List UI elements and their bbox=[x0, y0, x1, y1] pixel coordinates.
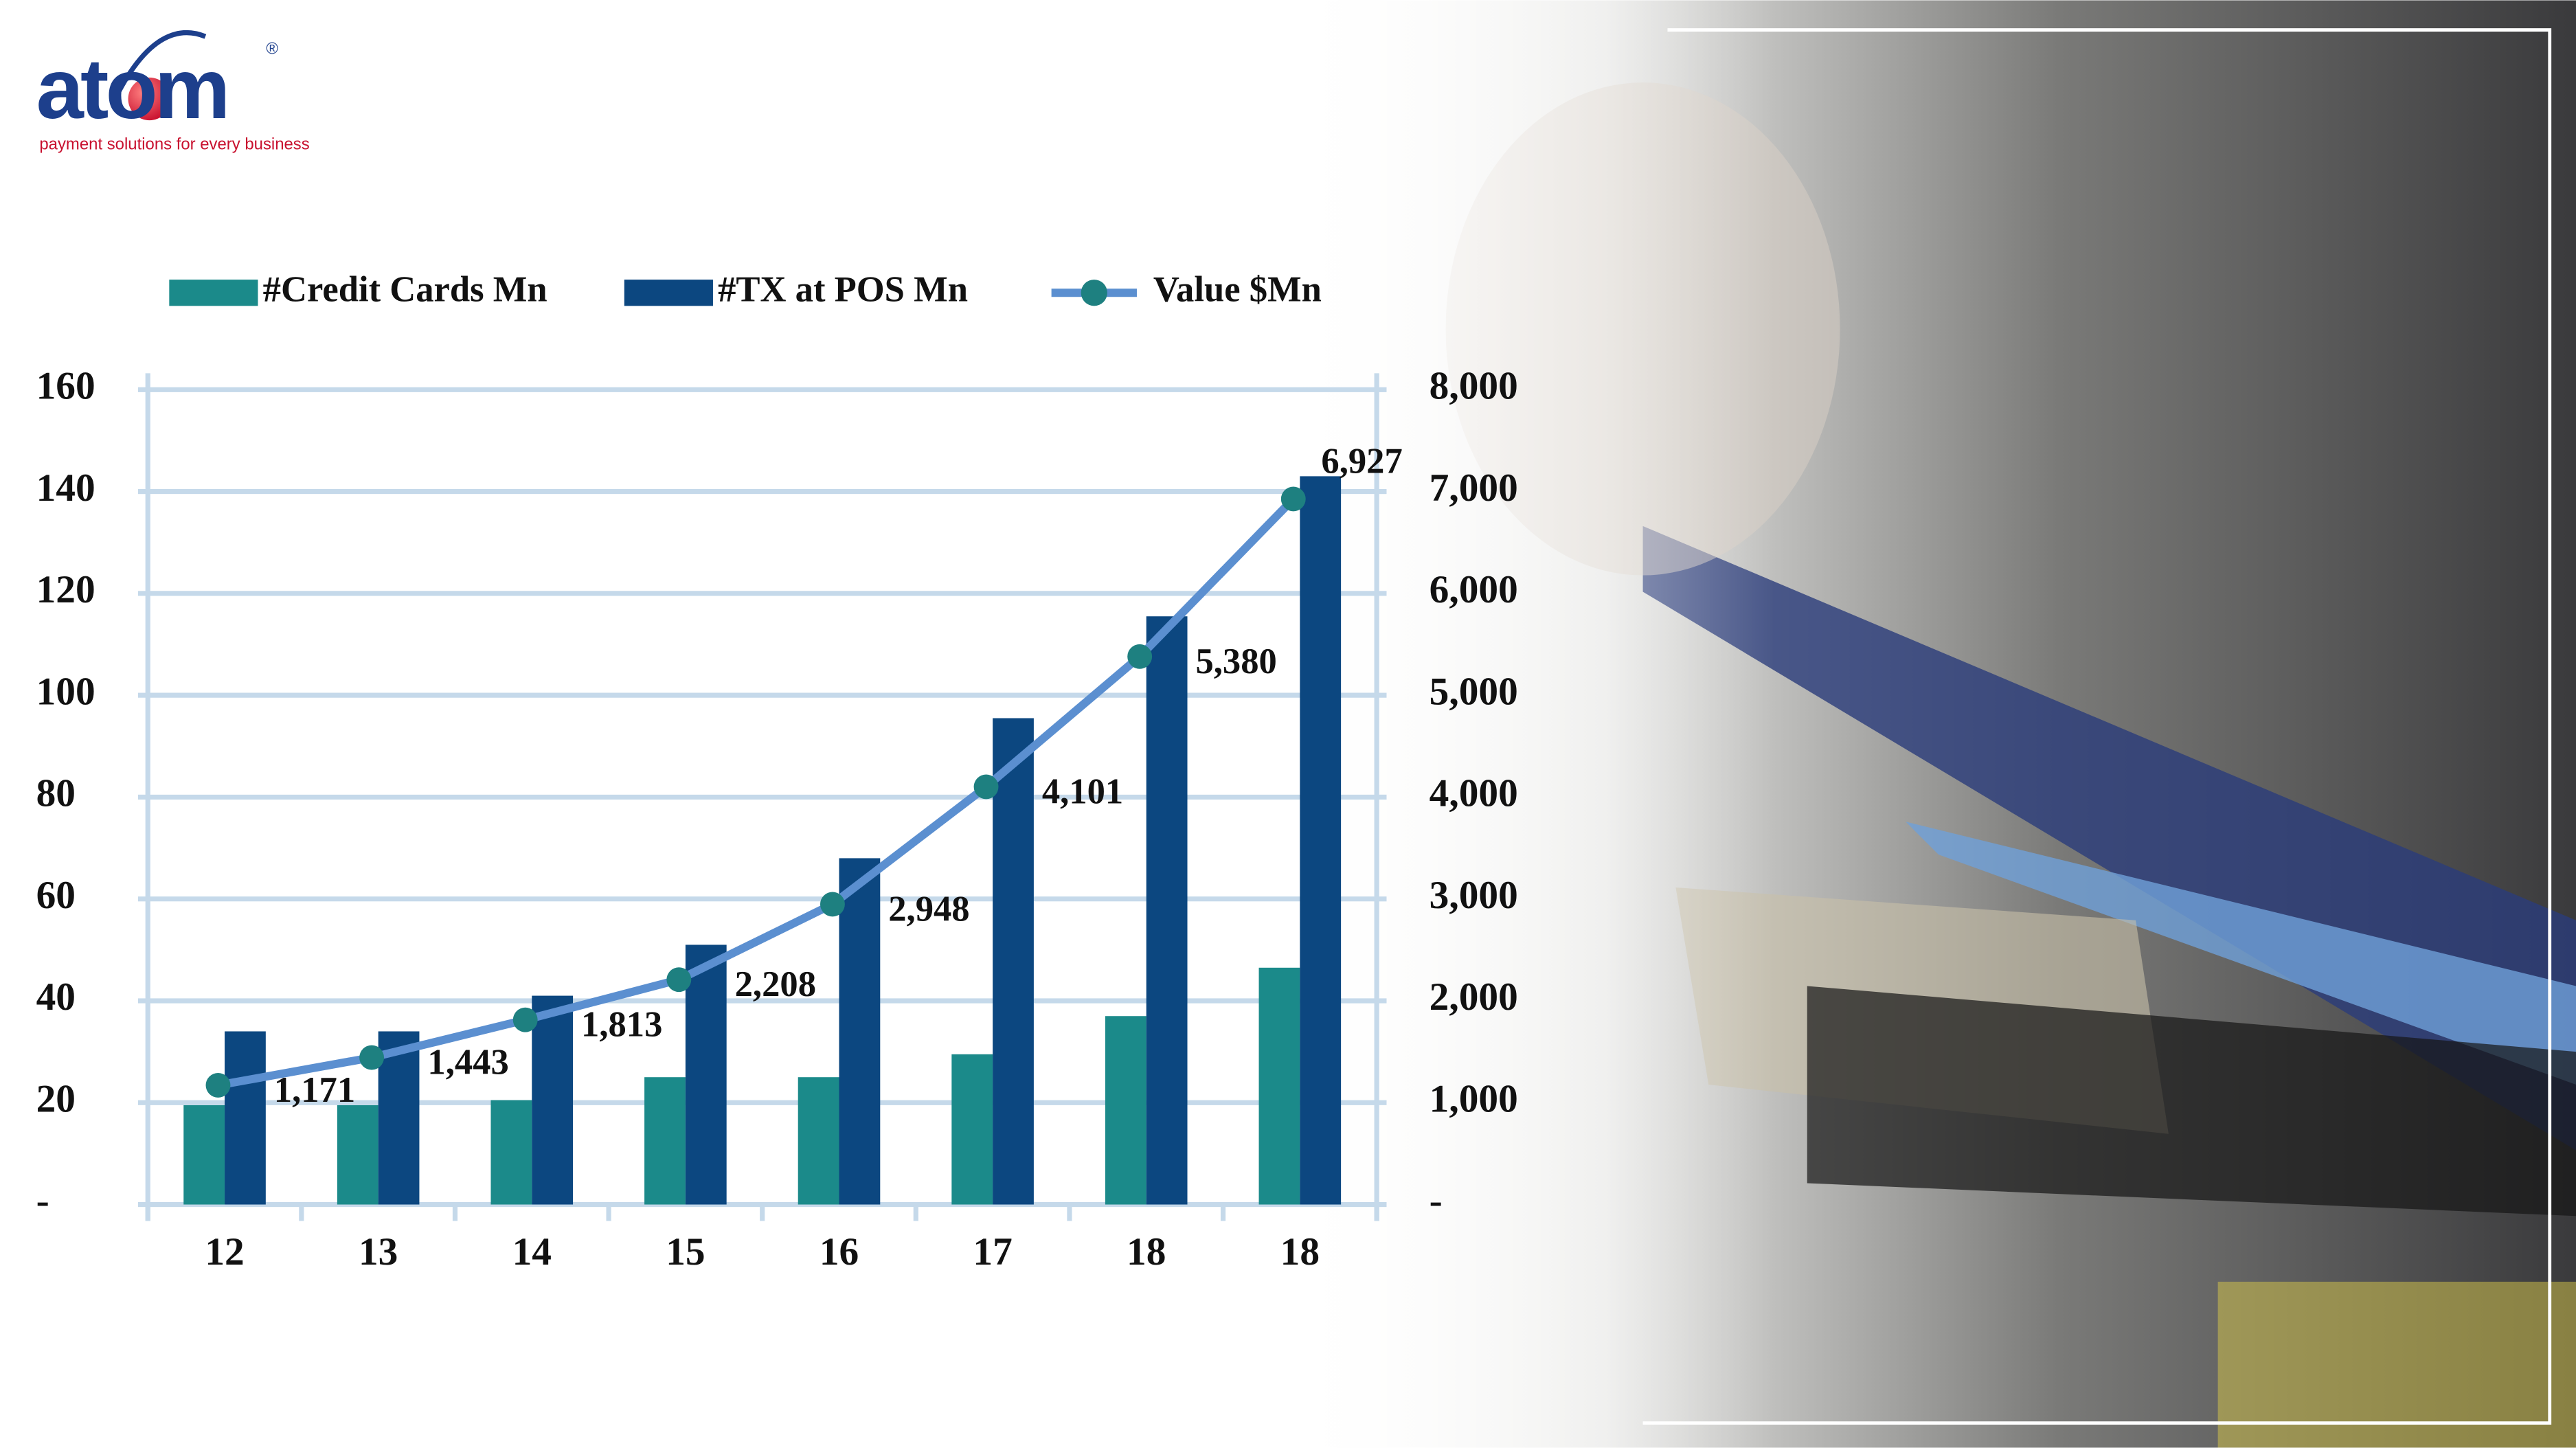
x-tick-label: 15 bbox=[666, 1230, 705, 1274]
data-label: 1,813 bbox=[581, 1005, 662, 1045]
y-tick-label: 140 bbox=[36, 466, 95, 510]
y2-tick-label: 2,000 bbox=[1430, 975, 1518, 1019]
legend-label: #TX at POS Mn bbox=[718, 269, 968, 309]
data-label: 2,948 bbox=[888, 889, 969, 929]
marker bbox=[205, 1072, 231, 1098]
legend-label: #Credit Cards Mn bbox=[263, 269, 547, 309]
y2-tick-label: 5,000 bbox=[1430, 670, 1518, 713]
bar bbox=[839, 858, 881, 1205]
bar bbox=[951, 1054, 993, 1205]
y-tick-label: 100 bbox=[36, 670, 95, 713]
y-tick-label: 120 bbox=[36, 568, 95, 611]
x-tick-label: 12 bbox=[205, 1230, 244, 1274]
logo-swoosh bbox=[113, 30, 207, 100]
marker bbox=[820, 892, 845, 917]
y2-tick-label: 1,000 bbox=[1430, 1077, 1518, 1120]
marker bbox=[359, 1045, 385, 1070]
x-tick-label: 17 bbox=[973, 1230, 1012, 1274]
bar bbox=[798, 1077, 839, 1205]
y-tick-label: 160 bbox=[36, 364, 95, 407]
legend-swatch bbox=[169, 280, 258, 306]
bar bbox=[183, 1105, 225, 1205]
legend-label: Value $Mn bbox=[1153, 269, 1322, 309]
bar bbox=[993, 718, 1034, 1205]
bar bbox=[1258, 967, 1300, 1205]
bar bbox=[1146, 616, 1188, 1205]
data-label: 2,208 bbox=[735, 964, 816, 1004]
x-tick-label: 16 bbox=[820, 1230, 859, 1274]
data-label: 1,171 bbox=[274, 1070, 355, 1110]
x-tick-label: 13 bbox=[359, 1230, 398, 1274]
logo-tagline: payment solutions for every business bbox=[39, 135, 309, 153]
bar bbox=[337, 1105, 379, 1205]
y2-tick-label: 6,000 bbox=[1430, 568, 1518, 611]
data-label: 1,443 bbox=[427, 1043, 508, 1083]
data-label: 6,927 bbox=[1321, 441, 1402, 481]
y2-tick-label: 3,000 bbox=[1430, 874, 1518, 917]
bar bbox=[532, 995, 574, 1205]
bar bbox=[225, 1031, 266, 1205]
marker bbox=[1280, 486, 1306, 512]
marker bbox=[1127, 644, 1153, 669]
marker bbox=[512, 1007, 538, 1032]
bar bbox=[644, 1077, 686, 1205]
bar bbox=[378, 1031, 420, 1205]
bar bbox=[1105, 1016, 1146, 1205]
legend-swatch bbox=[624, 280, 713, 306]
logo-name: atom bbox=[36, 41, 227, 137]
logo-ball bbox=[128, 77, 171, 121]
data-label: 5,380 bbox=[1195, 642, 1276, 681]
data-label: 4,101 bbox=[1042, 771, 1123, 811]
marker bbox=[973, 774, 999, 800]
bar bbox=[1300, 476, 1342, 1205]
y2-tick-label: 8,000 bbox=[1430, 364, 1518, 407]
y2-tick-label: 4,000 bbox=[1430, 772, 1518, 815]
logo: atom ® payment solutions for every busin… bbox=[36, 30, 310, 153]
y-tick-label: 60 bbox=[36, 874, 76, 917]
line bbox=[217, 496, 1297, 1089]
logo-mark: ® bbox=[266, 40, 278, 58]
y2-tick-label: 7,000 bbox=[1430, 466, 1518, 510]
x-tick-label: 18 bbox=[1280, 1230, 1320, 1274]
x-tick-label: 14 bbox=[512, 1230, 552, 1274]
legend-marker bbox=[1081, 280, 1107, 306]
y-tick-label: - bbox=[36, 1179, 49, 1223]
background-photo bbox=[1281, 0, 2576, 1448]
bar bbox=[685, 944, 727, 1205]
y2-tick-label: - bbox=[1430, 1179, 1443, 1223]
x-tick-label: 18 bbox=[1127, 1230, 1166, 1274]
y-tick-label: 20 bbox=[36, 1077, 76, 1120]
y-tick-label: 80 bbox=[36, 772, 76, 815]
bar bbox=[490, 1100, 532, 1205]
marker bbox=[666, 967, 692, 993]
y-tick-label: 40 bbox=[36, 975, 76, 1019]
